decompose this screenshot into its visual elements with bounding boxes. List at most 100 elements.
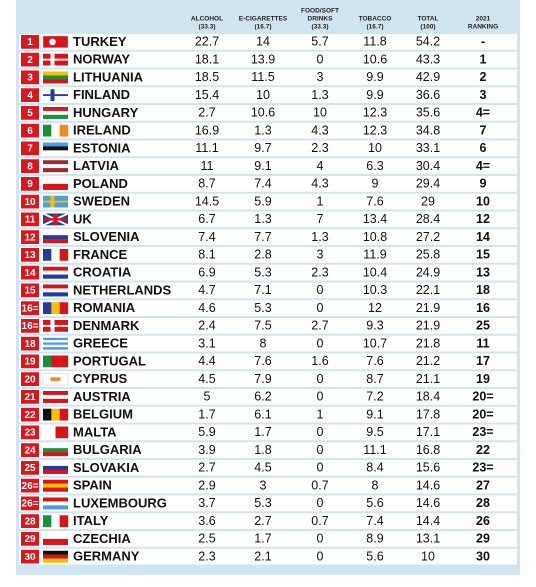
score: 10.8 xyxy=(363,230,387,244)
column-header: E-CIGARETTES xyxy=(239,16,288,23)
flag-stripe xyxy=(43,266,68,271)
flag-stripe xyxy=(51,515,60,527)
flag-stripe xyxy=(43,146,68,151)
flag-stripe xyxy=(43,505,68,510)
score: 4.5 xyxy=(254,461,271,475)
country: SLOVENIA xyxy=(73,229,140,244)
score: 0 xyxy=(317,52,324,66)
score: 12 xyxy=(368,301,382,315)
score: 18.5 xyxy=(195,70,219,84)
score: 43.3 xyxy=(416,52,440,66)
score: 17.8 xyxy=(416,407,440,421)
score: 0 xyxy=(317,390,324,404)
row-background xyxy=(19,406,517,423)
score: 5.3 xyxy=(254,265,271,279)
score: 4.7 xyxy=(198,283,215,297)
row-background xyxy=(19,460,517,476)
score: 14.6 xyxy=(416,478,440,492)
flag-stripe xyxy=(43,465,68,471)
rank-badge xyxy=(21,532,39,546)
rank-badge xyxy=(21,354,39,369)
flag-stripe xyxy=(59,302,69,314)
rank: 9 xyxy=(27,179,33,190)
ranking-2021: 25 xyxy=(476,319,490,333)
score: 11.1 xyxy=(363,443,386,457)
score: 3 xyxy=(260,478,267,492)
country: IRELAND xyxy=(73,123,131,138)
score: 15.6 xyxy=(416,461,440,475)
row-background xyxy=(19,211,517,228)
score: 14 xyxy=(256,35,270,49)
column-header: TOTAL xyxy=(417,16,438,23)
rank: 18 xyxy=(24,339,36,350)
score: 0 xyxy=(317,336,324,350)
score: 6.2 xyxy=(254,390,271,404)
score: 6.7 xyxy=(198,212,215,226)
score: 10.7 xyxy=(363,336,387,350)
country: LUXEMBOURG xyxy=(73,495,167,510)
row-background xyxy=(19,548,517,565)
rank-badge xyxy=(21,141,39,156)
column-header: RANKING xyxy=(468,24,498,31)
score: 7.6 xyxy=(366,354,383,368)
rank: 16= xyxy=(22,321,39,332)
country: ITALY xyxy=(73,513,109,528)
ranking-2021: 27 xyxy=(476,478,490,492)
score: 2.3 xyxy=(311,141,328,155)
flag-stripe xyxy=(43,355,52,368)
row-background xyxy=(19,389,517,405)
rank-badge xyxy=(21,88,39,102)
column-header: (100) xyxy=(420,24,435,31)
score: 0 xyxy=(317,301,324,315)
rank-badge xyxy=(21,319,39,333)
flag-stripe xyxy=(43,391,68,396)
ranking-2021: 2 xyxy=(480,70,487,84)
score: 4.4 xyxy=(198,354,215,368)
rank: 4 xyxy=(27,90,33,101)
flag-stripe xyxy=(43,533,68,540)
country: CROATIA xyxy=(73,265,132,280)
country: LITHUANIA xyxy=(73,69,144,84)
score: 1 xyxy=(317,407,324,421)
rank: 15 xyxy=(24,286,36,297)
country: HUNGARY xyxy=(73,105,139,120)
score: 2.3 xyxy=(311,265,328,279)
score: 11.5 xyxy=(251,70,274,84)
rank: 20 xyxy=(24,374,36,385)
rank-badge xyxy=(21,123,39,138)
ranking-2021: 16 xyxy=(476,301,490,315)
rank-badge xyxy=(21,230,39,244)
ranking-2021: 3 xyxy=(480,88,487,102)
rank: 12 xyxy=(24,232,36,243)
score: 54.2 xyxy=(416,35,440,49)
score: 7.1 xyxy=(254,283,271,297)
score: 6.3 xyxy=(366,159,383,173)
ranking-2021: 23= xyxy=(472,461,493,475)
rank-badge xyxy=(21,478,39,493)
score: 7.9 xyxy=(254,372,271,386)
score: 11.1 xyxy=(195,141,218,155)
ranking-2021: 10 xyxy=(476,194,490,208)
country: ESTONIA xyxy=(73,140,131,155)
ranking-2021: 29 xyxy=(476,532,490,546)
country: NETHERLANDS xyxy=(73,282,172,297)
score: 8 xyxy=(260,336,267,350)
country: SLOVAKIA xyxy=(73,460,140,475)
flag-stripe xyxy=(43,340,68,343)
score: 1.3 xyxy=(254,212,271,226)
rank-badge xyxy=(21,212,39,227)
score: 9.1 xyxy=(366,407,383,421)
row-background xyxy=(19,193,517,210)
score: 33.1 xyxy=(416,141,440,155)
score: 21.9 xyxy=(416,301,440,315)
flag-stripe xyxy=(43,337,68,341)
score: 0 xyxy=(317,425,324,439)
flag-stripe xyxy=(43,231,68,236)
score: 34.8 xyxy=(416,123,440,137)
rank: 24 xyxy=(24,445,36,456)
rank-badge xyxy=(21,336,39,351)
score: 15.4 xyxy=(195,88,219,102)
score: 17.1 xyxy=(416,425,440,439)
flag-stripe xyxy=(55,426,69,439)
country: AUSTRIA xyxy=(73,389,131,404)
